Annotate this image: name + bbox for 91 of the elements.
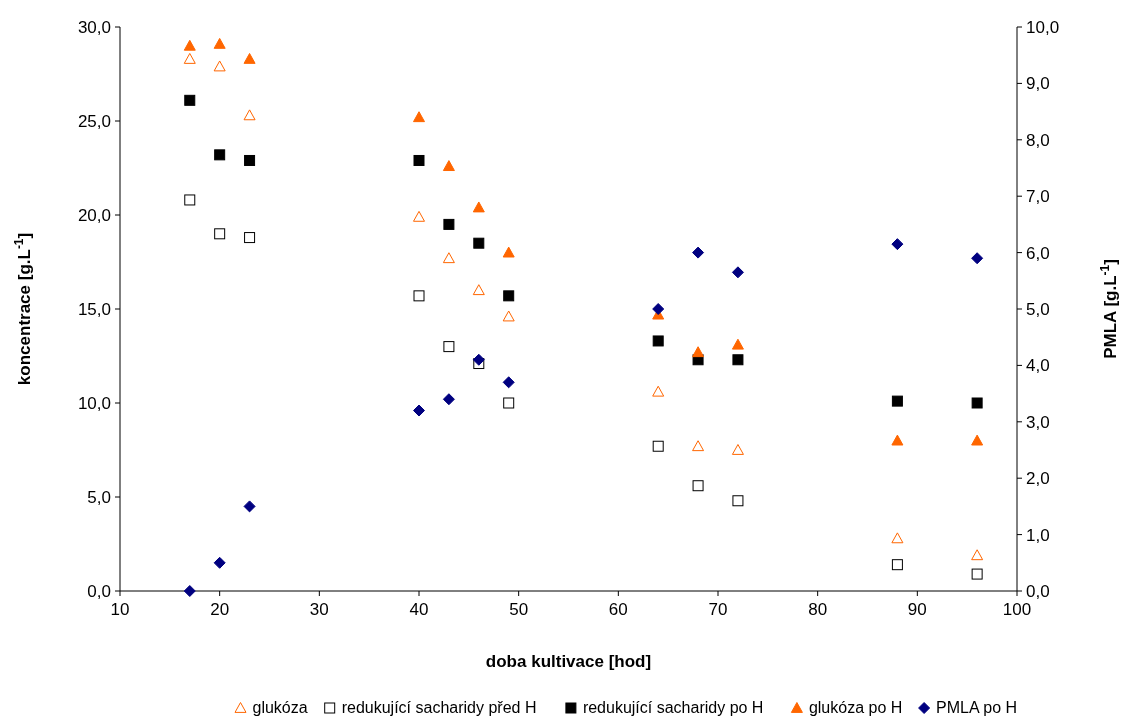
point — [502, 246, 515, 258]
point — [413, 210, 425, 222]
legend-label: redukující sacharidy před H — [341, 699, 537, 716]
point — [891, 395, 903, 407]
point — [442, 393, 455, 406]
point — [413, 154, 425, 166]
point — [971, 549, 984, 561]
point — [243, 52, 256, 64]
point — [213, 556, 226, 569]
point — [692, 440, 705, 452]
x-tick-label: 90 — [907, 600, 927, 619]
legend-label: PMLA po H — [936, 699, 1018, 716]
x-tick-label: 60 — [608, 600, 628, 619]
point — [244, 154, 256, 166]
x-tick-label: 10 — [110, 600, 130, 619]
point — [243, 109, 256, 121]
x-axis-title: doba kultivace [hod] — [485, 652, 652, 671]
point — [503, 290, 515, 302]
point — [891, 434, 904, 446]
legend-label: glukóza — [252, 699, 308, 716]
x-tick-label: 40 — [409, 600, 429, 619]
point — [214, 149, 226, 161]
y-tick-label: 20,0 — [77, 205, 111, 225]
point — [971, 568, 983, 580]
point — [891, 532, 904, 544]
point — [244, 232, 256, 244]
point — [503, 397, 515, 409]
point — [183, 39, 196, 51]
point — [213, 37, 226, 49]
y-tick-label: 15,0 — [77, 299, 111, 319]
point — [442, 252, 455, 264]
y2-tick-label: 3,0 — [1026, 412, 1050, 432]
y2-tick-label: 7,0 — [1026, 187, 1050, 207]
point — [891, 238, 904, 251]
y-tick-label: 5,0 — [87, 487, 111, 507]
point — [183, 52, 196, 64]
point — [692, 480, 704, 492]
point — [732, 495, 744, 507]
y-tick-label: 10,0 — [77, 393, 111, 413]
point — [692, 346, 705, 358]
point — [731, 338, 744, 350]
point — [473, 237, 485, 249]
point — [652, 303, 665, 315]
y2-tick-label: 4,0 — [1026, 356, 1050, 376]
x-tick-label: 20 — [210, 600, 230, 619]
x-tick-label: 30 — [309, 600, 329, 619]
point — [732, 354, 744, 366]
x-tick-label: 80 — [808, 600, 828, 619]
y-tick-label: 0,0 — [87, 581, 111, 601]
point — [413, 111, 425, 123]
legend-label: glukóza po H — [808, 699, 903, 716]
point — [183, 585, 196, 597]
y2-tick-label: 6,0 — [1026, 243, 1050, 263]
point — [413, 290, 425, 302]
y-tick-label: 30,0 — [77, 17, 111, 37]
y2-tick-label: 8,0 — [1026, 130, 1050, 150]
point — [731, 266, 744, 279]
point — [442, 160, 455, 172]
point — [413, 404, 425, 417]
point — [692, 246, 705, 259]
y2-tick-label: 2,0 — [1026, 469, 1050, 489]
point — [502, 376, 515, 389]
point — [472, 284, 485, 296]
y2-tick-label: 1,0 — [1026, 525, 1050, 545]
point — [184, 94, 196, 106]
point — [652, 335, 664, 347]
legend-label: redukující sacharidy po H — [582, 699, 764, 716]
point — [213, 60, 226, 72]
point — [472, 353, 485, 366]
point — [472, 201, 485, 213]
y2-tick-label: 0,0 — [1026, 581, 1050, 601]
y2-tick-label: 9,0 — [1026, 74, 1050, 94]
point — [652, 440, 664, 452]
point — [652, 385, 665, 397]
point — [971, 397, 983, 409]
point — [731, 444, 744, 455]
y2-tick-label: 10,0 — [1026, 17, 1060, 37]
point — [443, 341, 455, 353]
point — [891, 559, 903, 571]
x-tick-label: 100 — [1002, 600, 1032, 619]
point — [971, 434, 984, 446]
point — [971, 252, 984, 265]
x-tick-label: 70 — [708, 600, 728, 619]
x-tick-label: 50 — [509, 600, 529, 619]
point — [502, 310, 515, 322]
y-tick-label: 25,0 — [77, 111, 111, 131]
point — [214, 228, 226, 240]
point — [184, 194, 196, 206]
point — [443, 218, 455, 230]
point — [243, 500, 256, 513]
y2-tick-label: 5,0 — [1026, 299, 1050, 319]
